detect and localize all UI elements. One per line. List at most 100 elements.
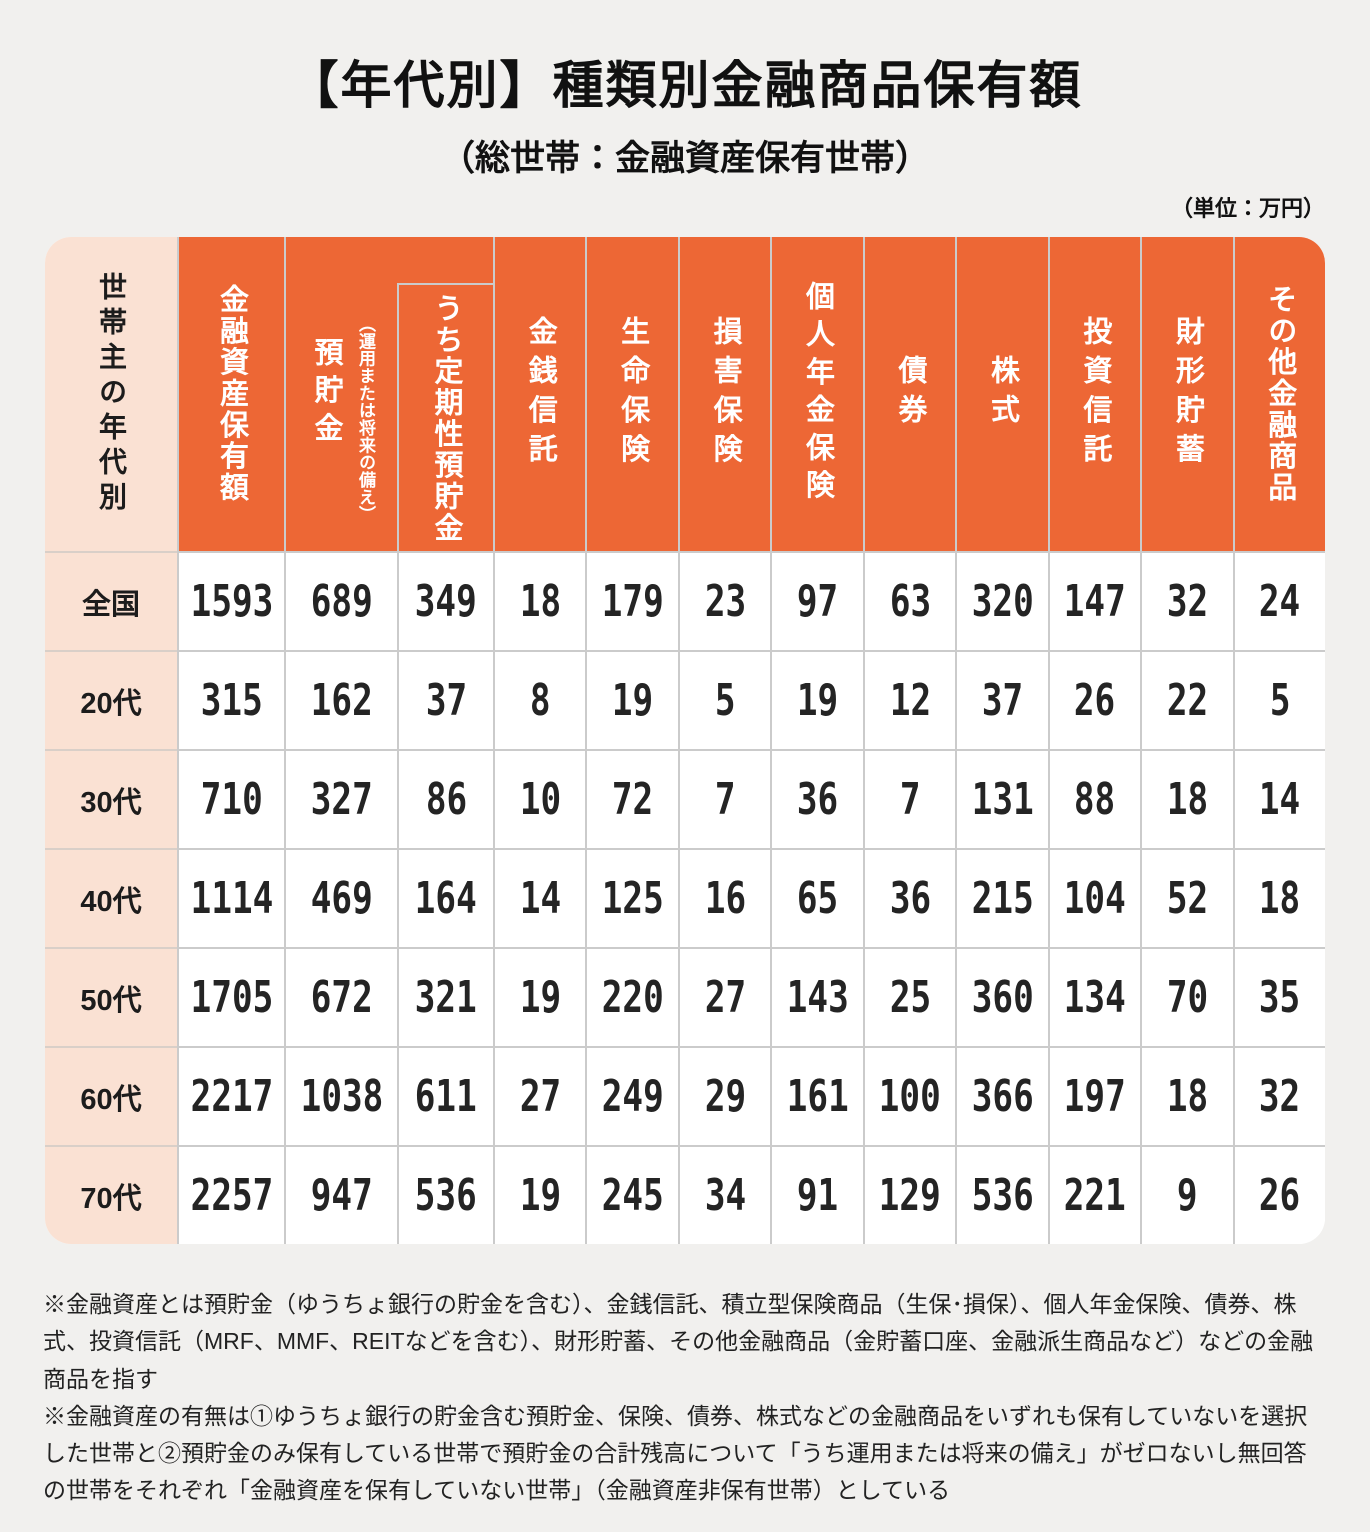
value-cell: 710	[177, 749, 284, 848]
value-cell: 327	[284, 749, 397, 848]
value-cell: 19	[493, 947, 586, 1046]
value-cell: 1705	[177, 947, 284, 1046]
value-text: 7	[899, 774, 921, 825]
value-text: 2217	[190, 1071, 273, 1122]
value-text: 221	[1063, 1170, 1126, 1221]
value-cell: 9	[1140, 1145, 1233, 1244]
value-text: 1114	[190, 873, 273, 924]
column-header-label: 金銭信託	[524, 315, 557, 473]
deposit-column-header: 預貯金 （運用または将来の備え）	[284, 237, 397, 551]
row-label-text: 全国	[81, 588, 140, 621]
deposit-subnote-label: （運用または将来の備え）	[356, 315, 375, 524]
value-cell: 100	[862, 1046, 956, 1145]
value-text: 16	[704, 873, 746, 924]
row-label: 70代	[45, 1145, 177, 1244]
value-text: 37	[425, 675, 467, 726]
value-text: 220	[601, 972, 664, 1023]
value-cell: 221	[1047, 1145, 1141, 1244]
value-text: 162	[310, 675, 373, 726]
value-cell: 197	[1047, 1046, 1141, 1145]
value-text: 22	[1166, 675, 1208, 726]
value-cell: 104	[1047, 848, 1141, 947]
value-text: 65	[796, 873, 839, 924]
row-label-text: 50代	[80, 984, 142, 1017]
row-header-cell: 世帯主の年代別	[45, 237, 177, 551]
value-text: 366	[971, 1071, 1034, 1122]
value-cell: 215	[955, 848, 1048, 947]
value-text: 131	[971, 774, 1034, 825]
value-text: 469	[310, 873, 373, 924]
value-cell: 18	[1140, 1046, 1233, 1145]
value-text: 27	[519, 1071, 561, 1122]
value-cell: 19	[770, 650, 863, 749]
column-header: 損害保険	[677, 237, 771, 551]
note-text-1: ※金融資産とは預貯金（ゆうちょ銀行の貯金を含む）、金銭信託、積立型保険商品（生保…	[43, 1291, 1314, 1392]
value-text: 197	[1063, 1071, 1126, 1122]
value-cell: 36	[862, 848, 956, 947]
subcolumn-box: うち定期性預貯金	[397, 283, 493, 551]
value-text: 12	[889, 675, 931, 726]
column-header-label: 投資信託	[1078, 315, 1111, 473]
value-cell: 947	[284, 1145, 397, 1244]
value-text: 19	[796, 675, 839, 726]
column-header-label: 生命保険	[616, 315, 649, 473]
value-text: 9	[1176, 1170, 1198, 1221]
value-cell: 86	[397, 749, 493, 848]
value-text: 52	[1166, 873, 1208, 924]
column-header: 債券	[862, 237, 956, 551]
row-label-text: 40代	[80, 885, 142, 918]
value-text: 86	[425, 774, 467, 825]
value-text: 100	[878, 1071, 941, 1122]
value-cell: 27	[677, 947, 771, 1046]
value-cell: 131	[955, 749, 1048, 848]
value-text: 710	[200, 774, 263, 825]
value-cell: 19	[585, 650, 678, 749]
value-text: 32	[1166, 576, 1208, 627]
value-cell: 91	[770, 1145, 863, 1244]
value-text: 36	[889, 873, 931, 924]
value-cell: 14	[493, 848, 586, 947]
value-text: 19	[519, 1170, 561, 1221]
value-cell: 65	[770, 848, 863, 947]
row-label: 全国	[45, 551, 177, 650]
value-text: 91	[796, 1170, 839, 1221]
column-header: 生命保険	[585, 237, 678, 551]
value-cell: 32	[1140, 551, 1233, 650]
value-cell: 5	[677, 650, 771, 749]
value-text: 88	[1074, 774, 1116, 825]
value-text: 36	[796, 774, 839, 825]
value-text: 27	[704, 972, 746, 1023]
value-text: 7	[714, 774, 736, 825]
value-cell: 72	[585, 749, 678, 848]
value-text: 327	[310, 774, 373, 825]
value-cell: 469	[284, 848, 397, 947]
value-text: 215	[971, 873, 1034, 924]
value-cell: 16	[677, 848, 771, 947]
value-text: 134	[1063, 972, 1126, 1023]
value-text: 19	[519, 972, 561, 1023]
value-text: 14	[1259, 774, 1301, 825]
value-cell: 134	[1047, 947, 1141, 1046]
value-text: 63	[889, 576, 931, 627]
value-text: 24	[1259, 576, 1301, 627]
value-cell: 18	[1140, 749, 1233, 848]
value-cell: 249	[585, 1046, 678, 1145]
value-text: 611	[414, 1071, 477, 1122]
page-subtitle: （総世帯：金融資産保有世帯）	[439, 139, 930, 178]
value-cell: 10	[493, 749, 586, 848]
value-cell: 220	[585, 947, 678, 1046]
row-label: 30代	[45, 749, 177, 848]
row-label-text: 60代	[80, 1083, 142, 1116]
value-cell: 70	[1140, 947, 1233, 1046]
column-header: 財形貯蓄	[1140, 237, 1233, 551]
value-cell: 26	[1047, 650, 1141, 749]
value-text: 37	[981, 675, 1024, 726]
value-text: 34	[704, 1170, 746, 1221]
value-cell: 536	[955, 1145, 1048, 1244]
value-cell: 24	[1232, 551, 1325, 650]
value-text: 10	[519, 774, 561, 825]
column-header-label: 金融資産保有額	[215, 284, 248, 504]
value-text: 536	[414, 1170, 477, 1221]
value-text: 2257	[190, 1170, 273, 1221]
